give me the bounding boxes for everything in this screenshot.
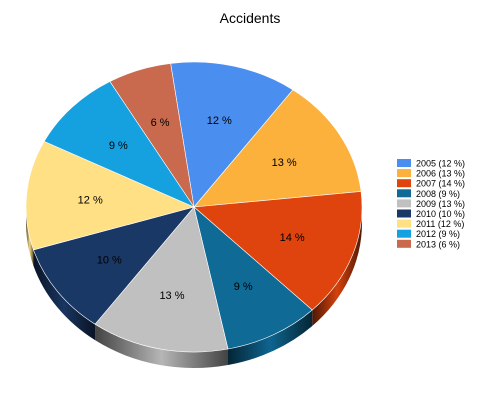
legend-swatch-2012 bbox=[397, 229, 411, 238]
legend-swatch-2005 bbox=[397, 159, 411, 167]
legend-entry-2012: 2012 (9 %) bbox=[416, 229, 460, 239]
pie-slice-2011 bbox=[25, 141, 195, 251]
legend-entry-2010: 2010 (10 %) bbox=[416, 209, 465, 219]
pie-slice-side-2008 bbox=[227, 310, 313, 366]
legend-swatch-2013 bbox=[397, 239, 411, 248]
pie-slice-side-2010 bbox=[33, 249, 96, 341]
legend-entry-2008: 2008 (9 %) bbox=[416, 189, 460, 199]
pie-slice-2005 bbox=[170, 61, 294, 208]
slice-label-2012: 9 % bbox=[109, 140, 128, 152]
slice-label-2007: 14 % bbox=[280, 232, 305, 244]
legend-entry-2011: 2011 (12 %) bbox=[416, 219, 464, 229]
pie-slice-2012 bbox=[43, 81, 195, 208]
legend-entry-2009: 2009 (13 %) bbox=[416, 199, 465, 209]
chart-title: Accidents bbox=[219, 10, 281, 26]
pie-slice-side-2009 bbox=[95, 324, 228, 369]
pie-slice-2013 bbox=[109, 63, 195, 208]
pie-slice-2008 bbox=[193, 206, 313, 350]
pie-side-layer bbox=[26, 207, 362, 369]
legend-swatch-2007 bbox=[397, 179, 411, 188]
legend-entry-2005: 2005 (12 %) bbox=[416, 159, 465, 169]
slice-label-2006: 13 % bbox=[272, 157, 297, 169]
pie-slice-2007 bbox=[193, 191, 363, 311]
legend-swatch-2006 bbox=[397, 169, 411, 178]
legend-entry-2007: 2007 (14 %) bbox=[416, 179, 465, 189]
pie-top-layer bbox=[25, 61, 363, 353]
pie-slice-2010 bbox=[33, 206, 195, 325]
slice-label-2013: 6 % bbox=[151, 117, 170, 129]
pie-slice-side-2007 bbox=[312, 207, 362, 327]
legend-entry-2013: 2013 (6 %) bbox=[416, 239, 460, 249]
pie-slice-2009 bbox=[94, 206, 229, 353]
legend-swatch-2009 bbox=[397, 199, 411, 208]
legend-swatch-2010 bbox=[397, 209, 411, 218]
pie-slice-2006 bbox=[193, 89, 362, 208]
pie-label-layer: 12 % 13 % 14 % 9 % 13 % 10 % 12 % 9 % 6 % bbox=[78, 115, 305, 302]
pie-slice-side-2011 bbox=[26, 207, 34, 266]
slice-label-2010: 10 % bbox=[97, 254, 122, 266]
legend-swatch-2011 bbox=[397, 219, 411, 228]
slice-label-2008: 9 % bbox=[234, 281, 253, 293]
slice-label-2011: 12 % bbox=[78, 194, 103, 206]
legend: 2005 (12 %)2006 (13 %)2007 (14 %)2008 (9… bbox=[397, 159, 465, 249]
slice-label-2005: 12 % bbox=[207, 115, 232, 127]
legend-entry-2006: 2006 (13 %) bbox=[416, 169, 465, 179]
slice-label-2009: 13 % bbox=[159, 290, 184, 302]
legend-swatch-2008 bbox=[397, 189, 411, 198]
